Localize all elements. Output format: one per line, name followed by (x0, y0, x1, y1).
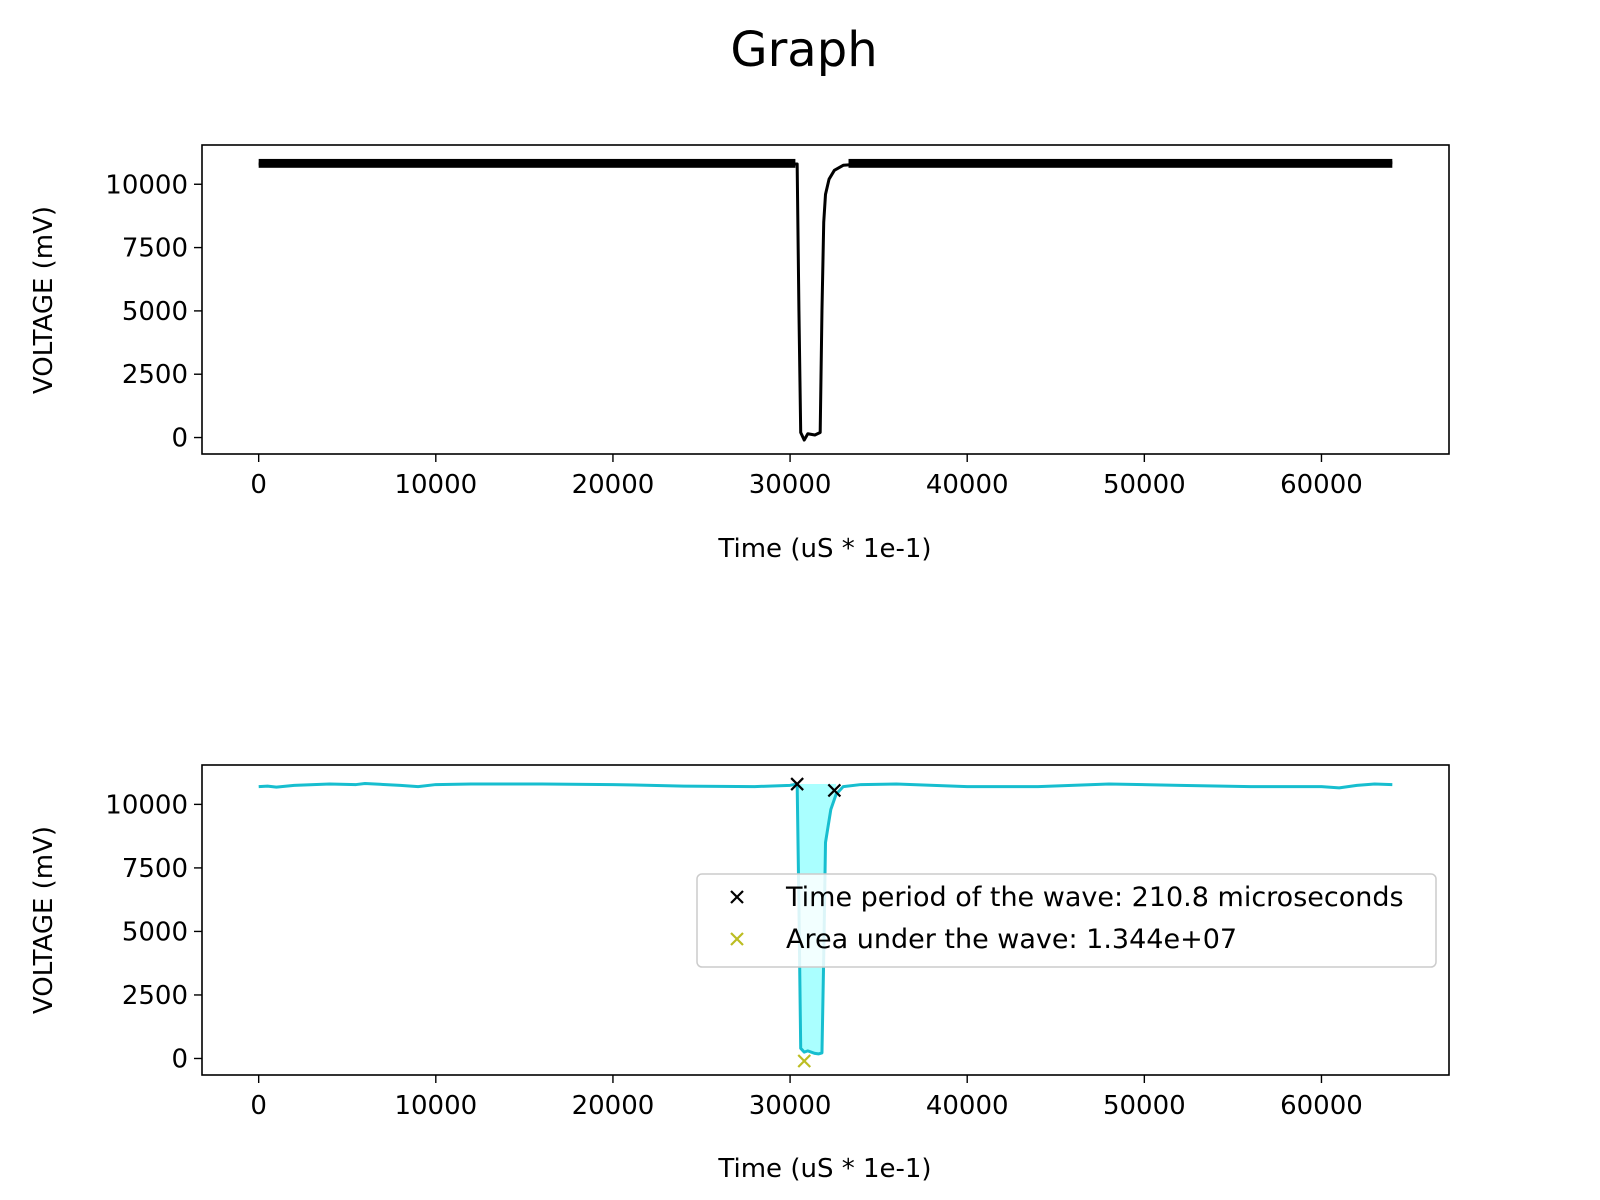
top-x-axis-label: Time (uS * 1e-1) (717, 534, 931, 564)
top-y-tick-label: 5000 (122, 297, 188, 327)
bottom-series-line (258, 782, 1393, 1056)
bottom-marker-area (797, 1054, 812, 1068)
bottom-x-tick-label: 0 (250, 1091, 267, 1121)
top-y-tick-label: 0 (171, 424, 188, 454)
bottom-x-axis-label: Time (uS * 1e-1) (717, 1154, 931, 1184)
bottom-y-tick-label: 5000 (122, 917, 188, 947)
bottom-x-tick-label: 40000 (926, 1091, 1009, 1121)
top-x-tick-label: 30000 (749, 470, 832, 500)
bottom-y-tick-label: 10000 (105, 790, 188, 820)
bottom-x-tick-label: 30000 (749, 1091, 832, 1121)
top-x-tick-label: 60000 (1280, 470, 1363, 500)
legend-label-area: Area under the wave: 1.344e+07 (786, 924, 1237, 955)
bottom-axes-frame (201, 764, 1450, 1076)
top-subplot: 0 10000 20000 30000 40000 50000 60000 0 2500 500… (29, 144, 1450, 564)
bottom-y-tick-label: 0 (171, 1044, 188, 1074)
figure-title: Graph (730, 22, 877, 78)
bottom-y-tick-label: 7500 (122, 854, 188, 884)
bottom-y-ticks: 0 2500 5000 7500 10000 (105, 790, 202, 1074)
top-x-tick-label: 0 (250, 470, 267, 500)
top-series-line (258, 161, 1393, 442)
top-x-tick-label: 20000 (572, 470, 655, 500)
bottom-y-tick-label: 2500 (122, 981, 188, 1011)
legend: Time period of the wave: 210.8 microseco… (696, 873, 1437, 968)
legend-box (696, 873, 1437, 968)
legend-marker-x (730, 890, 744, 904)
bottom-marker-period (790, 777, 804, 791)
bottom-y-axis-label: VOLTAGE (mV) (29, 826, 59, 1014)
top-x-ticks: 0 10000 20000 30000 40000 50000 60000 (250, 454, 1363, 500)
top-y-ticks: 0 2500 5000 7500 10000 (105, 170, 202, 454)
top-y-tick-label: 2500 (122, 360, 188, 390)
legend-marker-period (730, 890, 744, 904)
bottom-x-tick-label: 10000 (394, 1091, 477, 1121)
top-axes-frame (201, 144, 1450, 455)
top-x-tick-label: 10000 (394, 470, 477, 500)
top-plot-area (258, 158, 1393, 442)
bottom-x-tick-label: 20000 (572, 1091, 655, 1121)
bottom-x-tick-label: 50000 (1103, 1091, 1186, 1121)
top-y-axis-label: VOLTAGE (mV) (29, 206, 59, 394)
bottom-x-ticks: 0 10000 20000 30000 40000 50000 60000 (250, 1075, 1363, 1121)
top-y-tick-label: 7500 (122, 234, 188, 264)
legend-marker-x (730, 932, 744, 946)
legend-marker-area (730, 932, 744, 946)
top-x-tick-label: 40000 (926, 470, 1009, 500)
bottom-x-tick-label: 60000 (1280, 1091, 1363, 1121)
top-x-tick-label: 50000 (1103, 470, 1186, 500)
top-y-tick-label: 10000 (105, 170, 188, 200)
bottom-subplot: 0 10000 20000 30000 40000 50000 60000 0 2500 500… (29, 764, 1450, 1184)
bottom-marker-period (827, 783, 842, 798)
legend-label-period: Time period of the wave: 210.8 microseco… (785, 882, 1404, 913)
